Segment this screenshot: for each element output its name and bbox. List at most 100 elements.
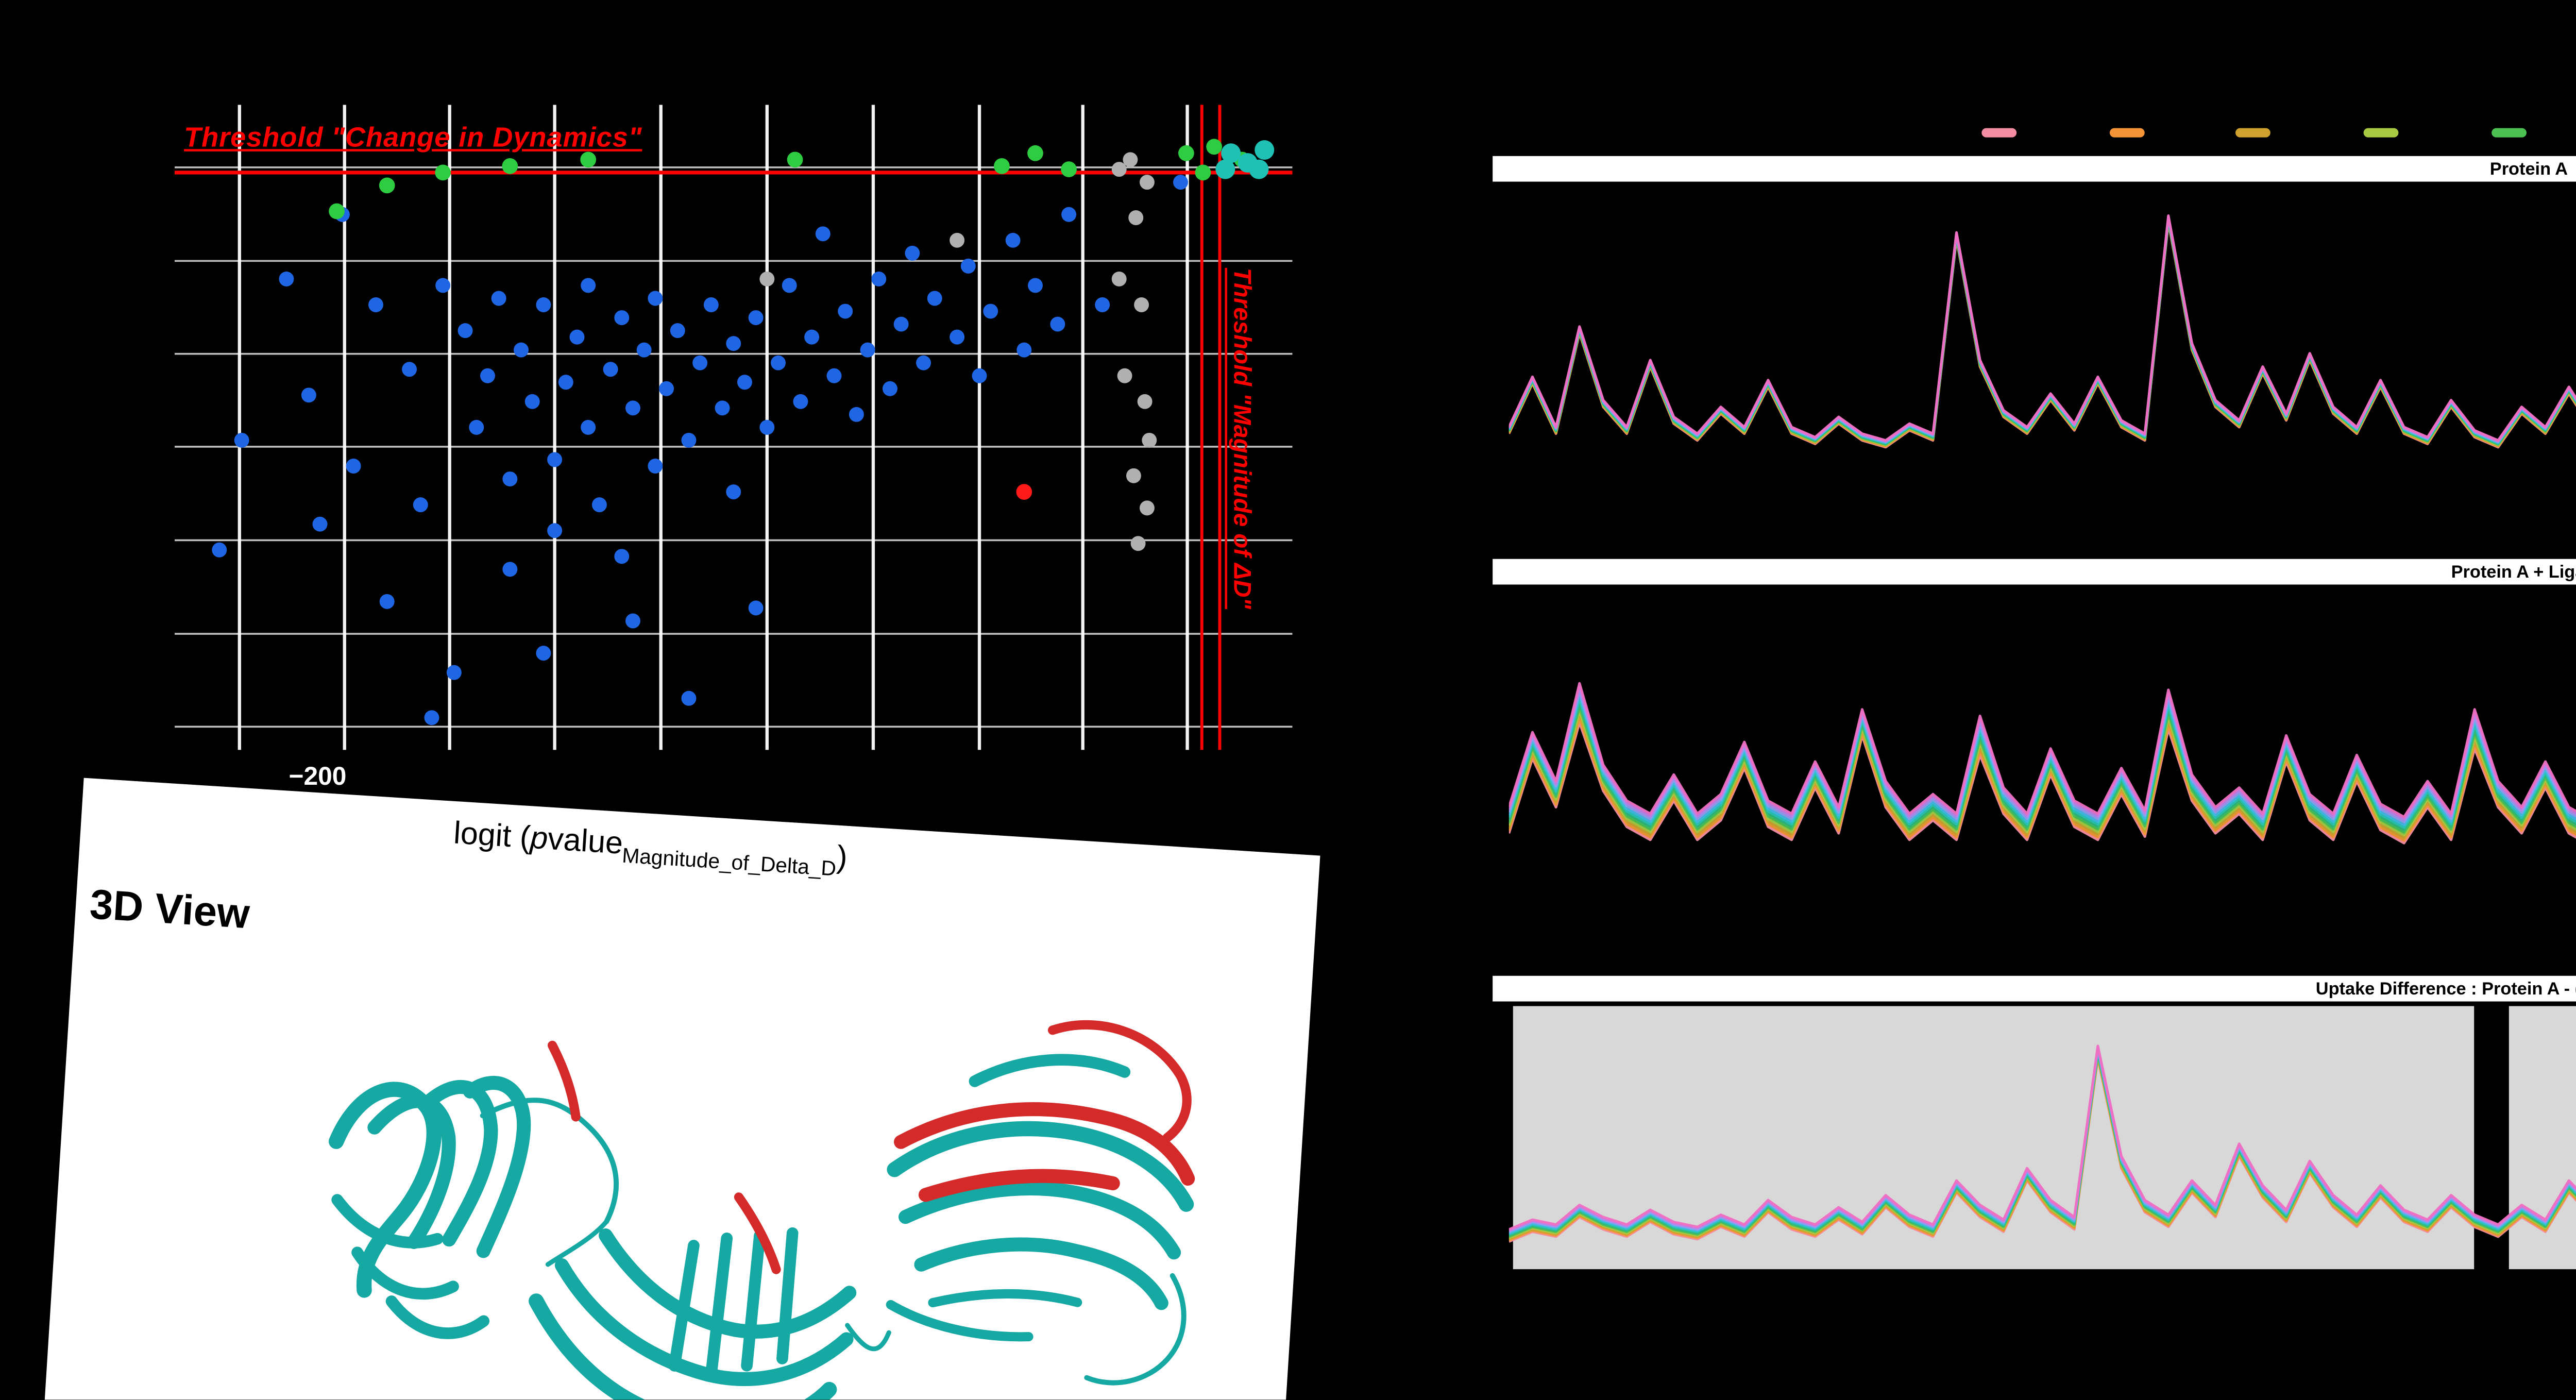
series-line[interactable] [1509,1044,2576,1245]
scatter-point-no-change[interactable] [212,542,227,558]
scatter-point-magnitude-only[interactable] [759,271,775,286]
legend-dash[interactable] [2109,128,2144,137]
scatter-point-no-change[interactable] [591,497,607,513]
scatter-point-no-change[interactable] [558,375,573,390]
scatter-point-no-change[interactable] [893,316,909,332]
timepoint-legend[interactable] [1981,128,2576,137]
series-line[interactable] [1509,219,2576,467]
volcano-plot[interactable]: Threshold "Change in Dynamics" Threshold… [174,105,1293,750]
series-line[interactable] [1509,220,2576,487]
scatter-point-no-change[interactable] [983,303,998,319]
scatter-point-change-in-dynamics[interactable] [1195,164,1211,181]
scatter-point-no-change[interactable] [648,459,663,474]
scatter-point-magnitude-only[interactable] [1111,162,1127,177]
scatter-point-no-change[interactable] [759,419,775,435]
scatter-point-no-change[interactable] [1095,297,1110,312]
scatter-point-no-change[interactable] [703,297,719,312]
scatter-point-magnitude-only[interactable] [950,232,965,248]
scatter-point-magnitude-only[interactable] [1123,152,1138,167]
scatter-point-change-in-dynamics[interactable] [329,203,345,220]
scatter-point-no-change[interactable] [636,342,652,358]
scatter-point-no-change[interactable] [446,665,462,680]
scatter-point-magnitude-only[interactable] [1130,536,1146,551]
scatter-point-no-change[interactable] [838,303,853,319]
scatter-point-no-change[interactable] [726,336,741,351]
scatter-point-no-change[interactable] [1028,278,1043,293]
scatter-point-change-in-dynamics[interactable] [994,158,1010,174]
scatter-point-magnitude-only[interactable] [1134,297,1149,312]
scatter-point-no-change[interactable] [625,613,640,629]
scatter-point-magnitude-only[interactable] [1139,500,1155,516]
legend-dash[interactable] [2363,128,2399,137]
scatter-point-change-in-dynamics[interactable] [1027,145,1043,161]
series-line[interactable] [1509,605,2576,820]
scatter-point-no-change[interactable] [883,381,897,396]
scatter-point-no-change[interactable] [1005,232,1021,248]
scatter-point-no-change[interactable] [234,432,249,448]
scatter-point-no-change[interactable] [625,400,640,416]
scatter-point-no-change[interactable] [480,368,495,383]
scatter-point-no-change[interactable] [871,271,887,286]
scatter-point-no-change[interactable] [536,297,551,312]
scatter-point-no-change[interactable] [782,278,797,293]
scatter-point-no-change[interactable] [726,484,741,500]
scatter-point-cluster-top-right[interactable] [1255,140,1275,160]
scatter-point-no-change[interactable] [1050,316,1065,332]
scatter-point-change-in-dynamics[interactable] [1206,139,1222,155]
scatter-point-cluster-top-right[interactable] [1249,159,1269,179]
scatter-point-no-change[interactable] [670,323,685,339]
scatter-point-no-change[interactable] [346,459,361,474]
scatter-point-no-change[interactable] [815,226,831,242]
scatter-point-change-in-dynamics[interactable] [787,151,803,168]
scatter-point-no-change[interactable] [514,342,529,358]
scatter-point-no-change[interactable] [849,407,864,422]
scatter-point-no-change[interactable] [603,362,618,377]
scatter-point-significant[interactable] [1016,484,1032,500]
scatter-point-no-change[interactable] [927,291,942,306]
scatter-point-magnitude-only[interactable] [1126,468,1141,483]
scatter-point-no-change[interactable] [648,291,663,306]
legend-dash[interactable] [1981,128,2017,137]
scatter-point-no-change[interactable] [379,594,395,609]
scatter-point-no-change[interactable] [581,278,596,293]
legend-dash[interactable] [2236,128,2272,137]
scatter-point-no-change[interactable] [435,278,451,293]
scatter-point-no-change[interactable] [368,297,383,312]
scatter-point-no-change[interactable] [469,419,484,435]
scatter-point-magnitude-only[interactable] [1111,271,1127,286]
scatter-point-no-change[interactable] [1016,342,1032,358]
scatter-point-no-change[interactable] [950,329,965,345]
scatter-point-magnitude-only[interactable] [1128,210,1144,225]
scatter-point-magnitude-only[interactable] [1139,175,1155,190]
scatter-point-no-change[interactable] [581,419,596,435]
chart-protein-a-ligand[interactable] [1509,589,2576,934]
scatter-point-no-change[interactable] [905,245,920,261]
scatter-point-change-in-dynamics[interactable] [1178,145,1194,161]
scatter-point-no-change[interactable] [569,329,585,345]
scatter-point-change-in-dynamics[interactable] [580,151,597,168]
scatter-point-no-change[interactable] [771,355,786,370]
scatter-point-no-change[interactable] [547,523,563,538]
scatter-point-cluster-top-right[interactable] [1221,143,1241,163]
chart-protein-a[interactable] [1509,187,2576,541]
scatter-point-no-change[interactable] [715,400,730,416]
series-line[interactable] [1509,221,2576,498]
series-line[interactable] [1509,214,2576,442]
scatter-point-change-in-dynamics[interactable] [1061,161,1077,177]
scatter-point-no-change[interactable] [524,394,540,409]
scatter-point-no-change[interactable] [1173,175,1189,190]
legend-dash[interactable] [2491,128,2526,137]
scatter-point-no-change[interactable] [491,291,506,306]
scatter-point-no-change[interactable] [502,562,518,577]
scatter-point-no-change[interactable] [502,471,518,487]
scatter-point-change-in-dynamics[interactable] [435,164,451,181]
protein-structure[interactable] [180,935,1236,1400]
scatter-point-no-change[interactable] [424,710,439,726]
scatter-point-no-change[interactable] [547,452,563,467]
scatter-point-no-change[interactable] [960,258,976,274]
scatter-point-no-change[interactable] [402,362,417,377]
scatter-point-no-change[interactable] [972,368,987,383]
scatter-point-no-change[interactable] [681,690,697,706]
scatter-point-no-change[interactable] [1061,207,1077,222]
scatter-point-no-change[interactable] [614,549,630,564]
